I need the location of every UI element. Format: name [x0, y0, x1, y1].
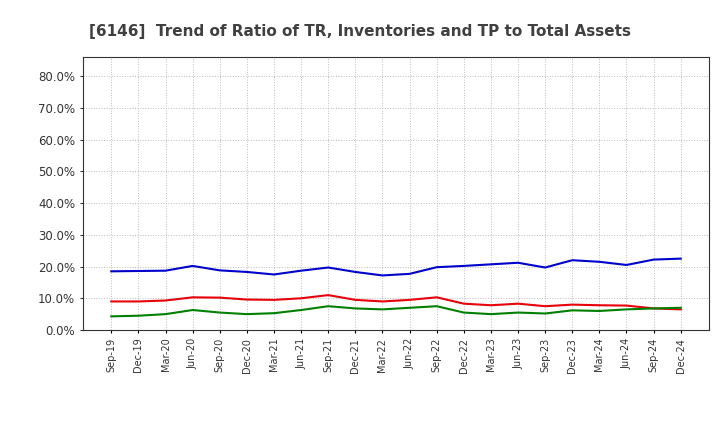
- Trade Payables: [676, 305, 685, 311]
- Inventories: [378, 273, 387, 278]
- Trade Payables: [297, 308, 305, 313]
- Line: Inventories: Inventories: [112, 259, 680, 275]
- Trade Payables: [622, 307, 631, 312]
- Trade Receivables: [541, 304, 549, 309]
- Trade Receivables: [189, 295, 197, 300]
- Trade Receivables: [676, 307, 685, 312]
- Inventories: [107, 269, 116, 274]
- Trade Payables: [595, 308, 603, 314]
- Trade Payables: [161, 312, 170, 317]
- Trade Payables: [215, 310, 224, 315]
- Inventories: [459, 263, 468, 268]
- Inventories: [513, 260, 522, 265]
- Trade Payables: [541, 311, 549, 316]
- Trade Receivables: [134, 299, 143, 304]
- Trade Payables: [351, 306, 360, 311]
- Trade Payables: [324, 304, 333, 309]
- Inventories: [134, 268, 143, 274]
- Inventories: [622, 262, 631, 268]
- Trade Payables: [243, 312, 251, 317]
- Inventories: [189, 263, 197, 268]
- Trade Payables: [568, 308, 577, 313]
- Trade Payables: [378, 307, 387, 312]
- Trade Payables: [432, 304, 441, 309]
- Inventories: [215, 268, 224, 273]
- Trade Receivables: [513, 301, 522, 306]
- Trade Receivables: [568, 302, 577, 307]
- Inventories: [161, 268, 170, 273]
- Inventories: [324, 265, 333, 270]
- Inventories: [568, 257, 577, 263]
- Inventories: [676, 256, 685, 261]
- Trade Receivables: [405, 297, 414, 303]
- Trade Payables: [107, 314, 116, 319]
- Line: Trade Payables: Trade Payables: [112, 306, 680, 316]
- Inventories: [541, 265, 549, 270]
- Trade Payables: [270, 311, 279, 316]
- Inventories: [297, 268, 305, 273]
- Trade Receivables: [595, 303, 603, 308]
- Trade Receivables: [161, 298, 170, 303]
- Trade Receivables: [649, 306, 658, 311]
- Inventories: [595, 259, 603, 264]
- Inventories: [270, 272, 279, 277]
- Trade Payables: [134, 313, 143, 319]
- Trade Receivables: [297, 296, 305, 301]
- Trade Payables: [649, 306, 658, 311]
- Trade Receivables: [270, 297, 279, 303]
- Trade Receivables: [622, 303, 631, 308]
- Line: Trade Receivables: Trade Receivables: [112, 295, 680, 309]
- Inventories: [487, 262, 495, 267]
- Inventories: [649, 257, 658, 262]
- Trade Receivables: [432, 295, 441, 300]
- Inventories: [351, 269, 360, 275]
- Trade Receivables: [487, 303, 495, 308]
- Inventories: [243, 269, 251, 275]
- Trade Receivables: [215, 295, 224, 300]
- Trade Payables: [459, 310, 468, 315]
- Inventories: [432, 264, 441, 270]
- Trade Receivables: [324, 293, 333, 298]
- Trade Payables: [513, 310, 522, 315]
- Trade Payables: [189, 308, 197, 313]
- Trade Receivables: [378, 299, 387, 304]
- Text: [6146]  Trend of Ratio of TR, Inventories and TP to Total Assets: [6146] Trend of Ratio of TR, Inventories…: [89, 24, 631, 39]
- Inventories: [405, 271, 414, 276]
- Trade Receivables: [107, 299, 116, 304]
- Trade Receivables: [243, 297, 251, 302]
- Trade Payables: [405, 305, 414, 311]
- Trade Payables: [487, 312, 495, 317]
- Trade Receivables: [351, 297, 360, 303]
- Trade Receivables: [459, 301, 468, 306]
